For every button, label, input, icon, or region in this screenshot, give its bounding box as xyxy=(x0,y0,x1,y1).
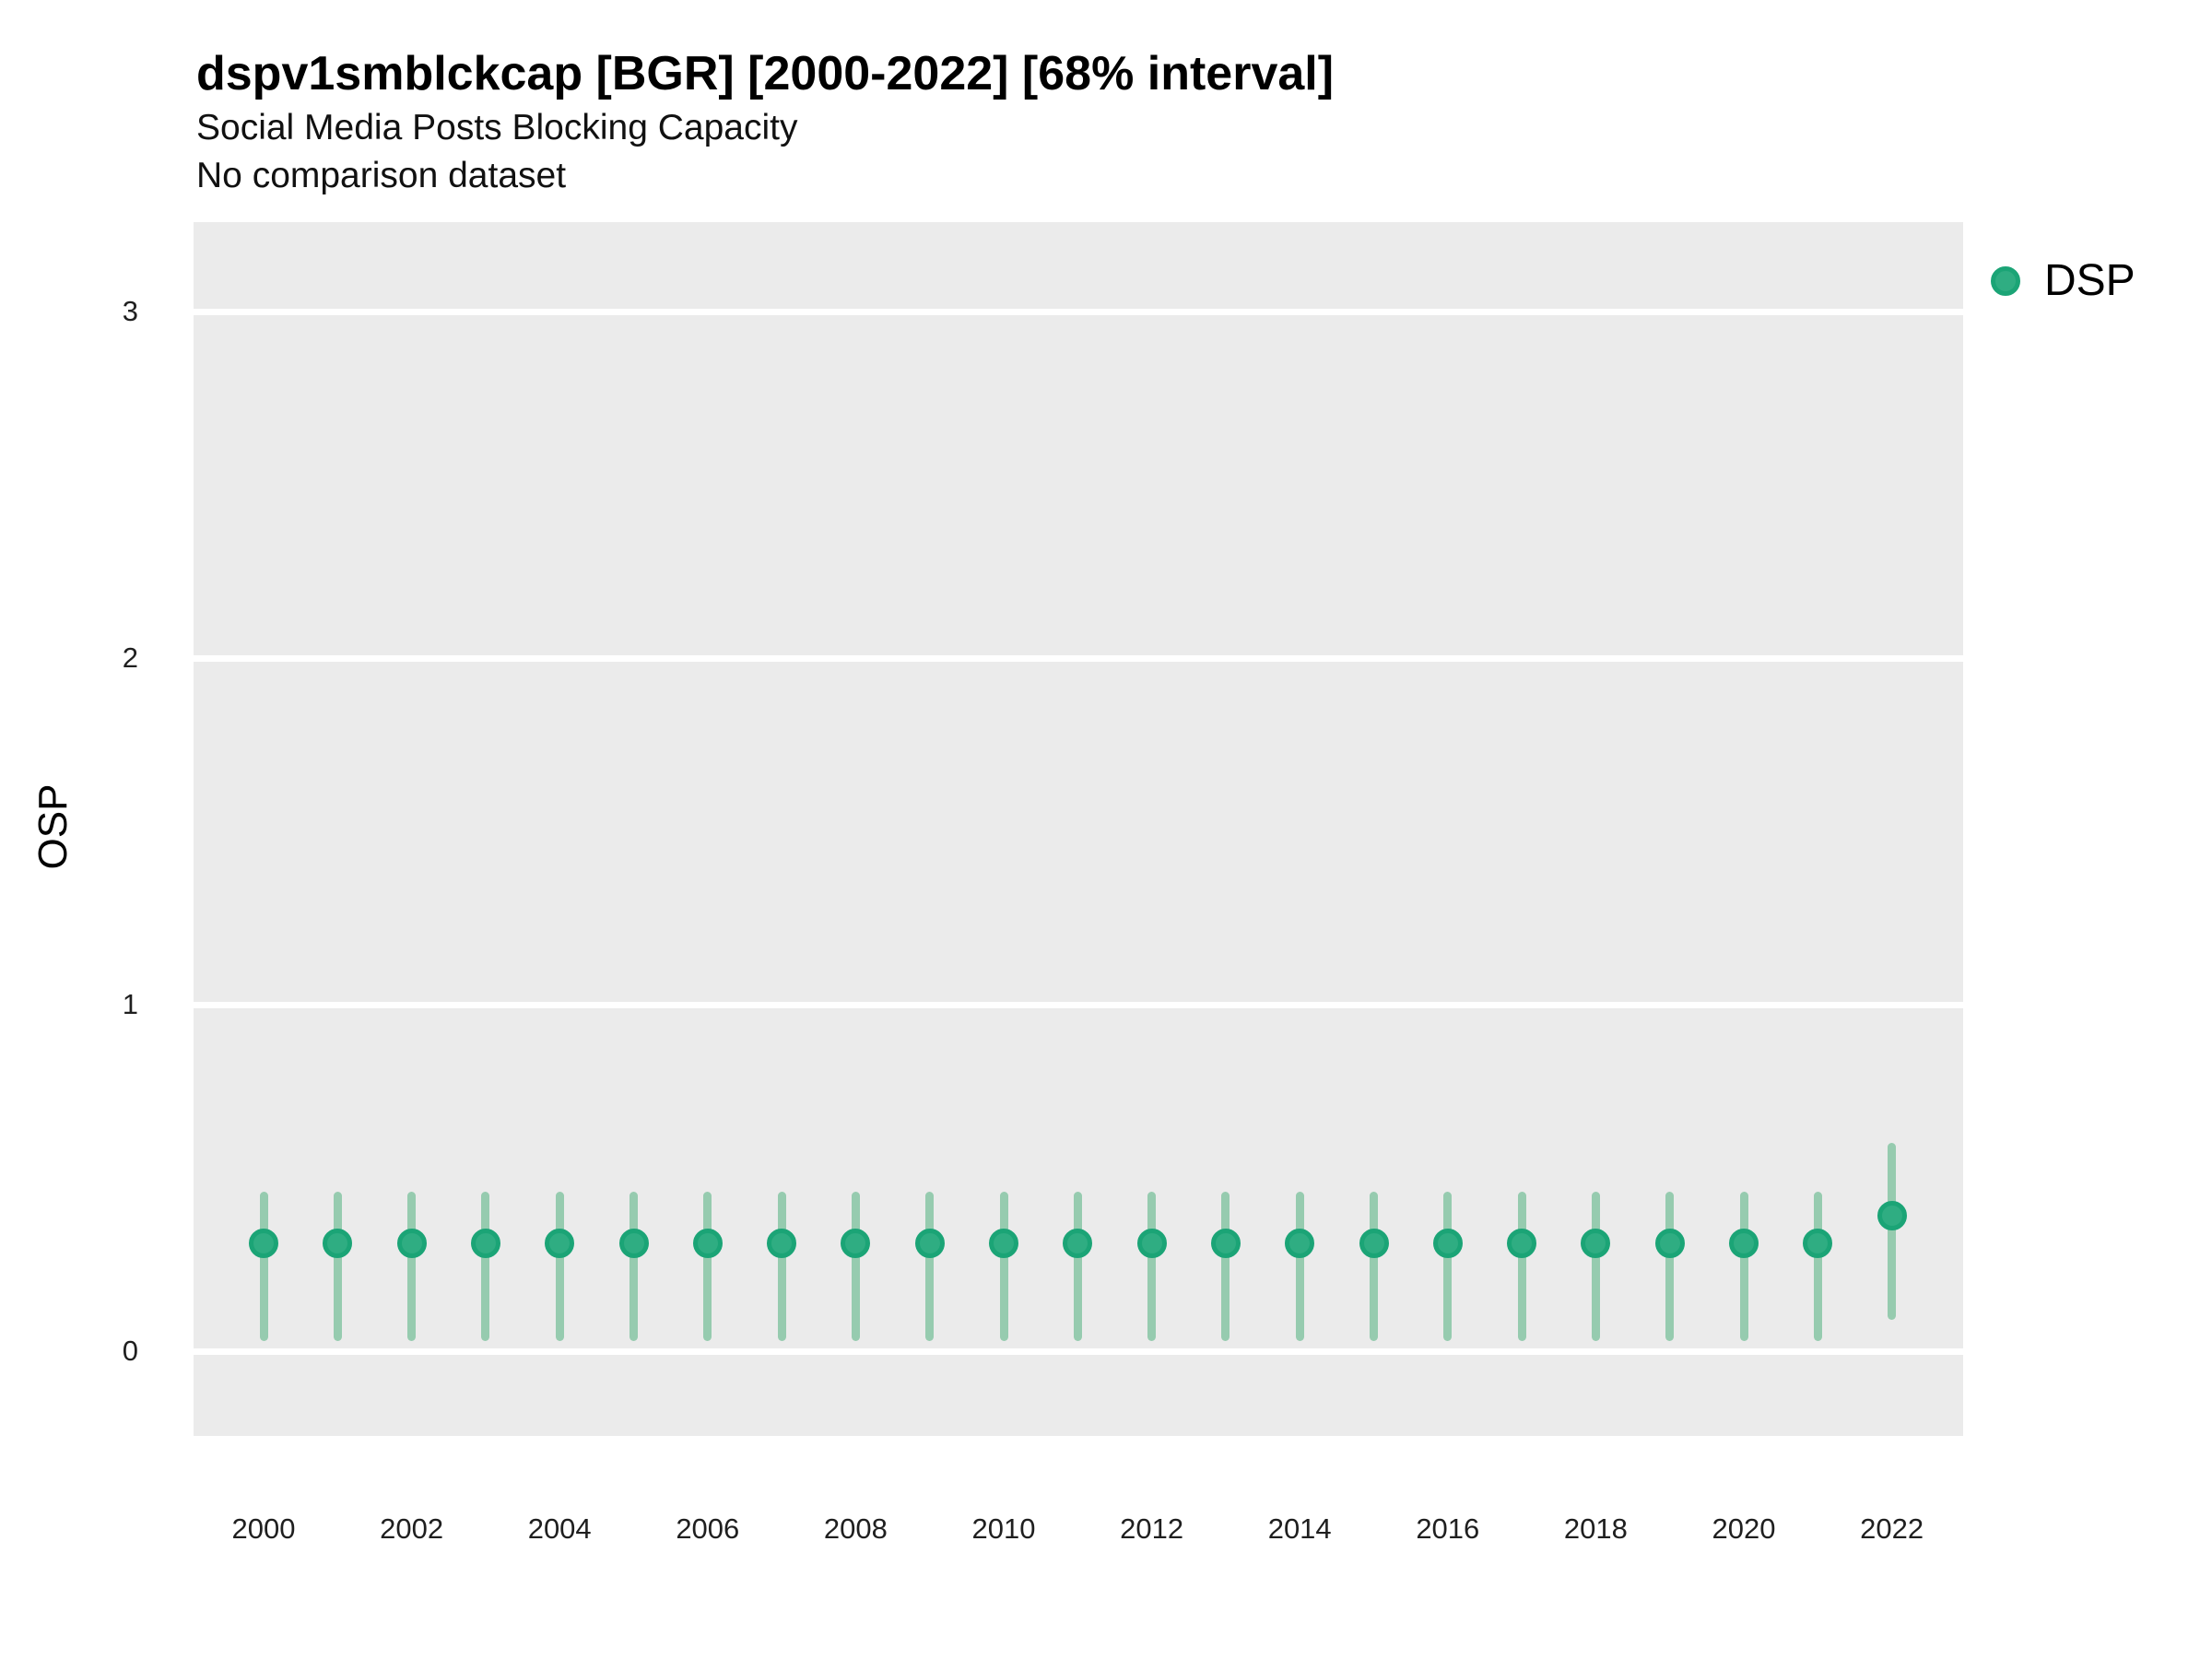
x-tick-label-2010: 2010 xyxy=(971,1512,1036,1545)
chart-title: dspv1smblckcap [BGR] [2000-2022] [68% in… xyxy=(196,47,1335,100)
data-point-2018 xyxy=(1581,1229,1611,1259)
errorbar-2003 xyxy=(481,1192,490,1341)
x-tick-label-2022: 2022 xyxy=(1860,1512,1924,1545)
x-tick-label-2008: 2008 xyxy=(823,1512,888,1545)
errorbar-2012 xyxy=(1147,1192,1157,1341)
errorbar-2005 xyxy=(629,1192,638,1341)
y-tick-label-2: 2 xyxy=(122,641,138,674)
errorbar-2009 xyxy=(925,1192,935,1341)
legend: DSP xyxy=(1991,256,2136,306)
data-point-2011 xyxy=(1063,1229,1093,1259)
data-point-2010 xyxy=(989,1229,1018,1259)
errorbar-2020 xyxy=(1739,1192,1748,1341)
data-point-2022 xyxy=(1877,1201,1907,1231)
errorbar-2016 xyxy=(1443,1192,1453,1341)
data-point-2021 xyxy=(1803,1229,1833,1259)
data-point-2019 xyxy=(1654,1229,1685,1259)
errorbar-2011 xyxy=(1073,1192,1082,1341)
data-point-2015 xyxy=(1359,1229,1389,1259)
errorbar-2017 xyxy=(1517,1192,1526,1341)
data-point-2002 xyxy=(396,1229,427,1259)
y-axis-title: OSP xyxy=(30,783,76,870)
data-point-2005 xyxy=(618,1229,649,1259)
data-point-2013 xyxy=(1210,1229,1241,1259)
chart-subtitle: Social Media Posts Blocking Capacity xyxy=(196,108,798,147)
chart-note: No comparison dataset xyxy=(196,156,567,195)
y-tick-label-0: 0 xyxy=(122,1335,138,1367)
errorbar-2002 xyxy=(407,1192,417,1341)
errorbar-2004 xyxy=(555,1192,564,1341)
data-point-2020 xyxy=(1729,1229,1759,1259)
data-point-2012 xyxy=(1136,1229,1167,1259)
errorbar-2013 xyxy=(1221,1192,1230,1341)
plot-panel xyxy=(194,222,1963,1436)
errorbar-2014 xyxy=(1295,1192,1304,1341)
x-tick-label-2014: 2014 xyxy=(1267,1512,1332,1545)
x-tick-label-2002: 2002 xyxy=(380,1512,444,1545)
gridline-y-0 xyxy=(194,1347,1963,1355)
x-tick-label-2012: 2012 xyxy=(1120,1512,1184,1545)
data-point-2016 xyxy=(1432,1229,1463,1259)
data-point-2000 xyxy=(249,1229,278,1259)
x-tick-label-2018: 2018 xyxy=(1563,1512,1628,1545)
errorbar-2000 xyxy=(259,1192,268,1341)
y-tick-label-1: 1 xyxy=(122,988,138,1020)
y-tick-label-3: 3 xyxy=(122,295,138,327)
gridline-y-1 xyxy=(194,1001,1963,1008)
errorbar-2007 xyxy=(777,1192,786,1341)
errorbar-2015 xyxy=(1370,1192,1378,1341)
errorbar-2001 xyxy=(333,1192,342,1341)
legend-point-icon xyxy=(1991,266,2020,296)
x-tick-label-2020: 2020 xyxy=(1712,1512,1776,1545)
data-point-2004 xyxy=(545,1229,575,1259)
errorbar-2021 xyxy=(1813,1192,1822,1341)
data-point-2003 xyxy=(470,1229,500,1259)
gridline-y-2 xyxy=(194,654,1963,662)
data-point-2014 xyxy=(1285,1229,1315,1259)
legend-item-label: DSP xyxy=(2044,256,2136,305)
data-point-2008 xyxy=(841,1229,871,1259)
data-point-2009 xyxy=(914,1229,945,1259)
x-tick-label-2004: 2004 xyxy=(527,1512,592,1545)
data-point-2007 xyxy=(767,1229,797,1259)
errorbar-2008 xyxy=(851,1192,860,1341)
errorbar-2010 xyxy=(999,1192,1008,1341)
data-point-2017 xyxy=(1507,1229,1537,1259)
errorbar-2022 xyxy=(1888,1143,1897,1321)
errorbar-2006 xyxy=(703,1192,712,1341)
x-tick-label-2000: 2000 xyxy=(231,1512,296,1545)
data-point-2001 xyxy=(323,1229,353,1259)
x-tick-label-2006: 2006 xyxy=(676,1512,740,1545)
x-tick-label-2016: 2016 xyxy=(1416,1512,1480,1545)
gridline-y-3 xyxy=(194,308,1963,315)
data-point-2006 xyxy=(692,1229,723,1259)
errorbar-2019 xyxy=(1665,1192,1675,1341)
errorbar-2018 xyxy=(1591,1192,1600,1341)
